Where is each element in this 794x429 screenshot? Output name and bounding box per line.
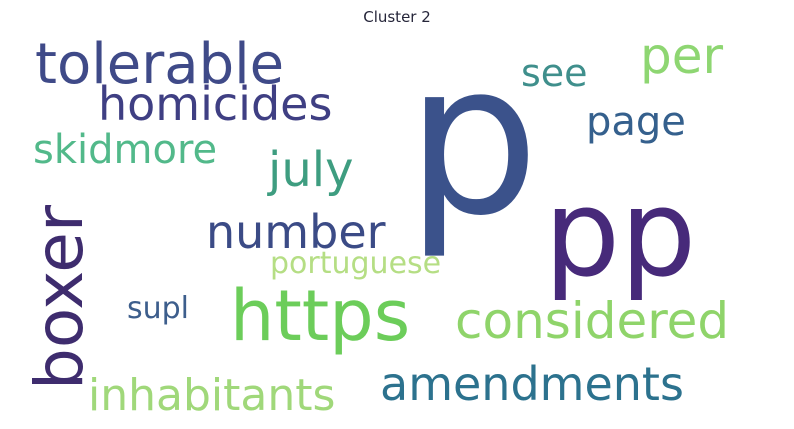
word-p: p: [406, 17, 539, 262]
word-homicides: homicides: [98, 77, 332, 131]
word-july: july: [267, 142, 354, 198]
word-tolerable: tolerable: [35, 32, 284, 97]
word-portuguese: portuguese: [270, 246, 441, 281]
word-number: number: [206, 205, 386, 259]
word-page: page: [586, 99, 686, 145]
word-see: see: [521, 51, 588, 95]
word-considered: considered: [455, 292, 729, 350]
word-skidmore: skidmore: [33, 127, 217, 173]
word-supl: supl: [127, 291, 189, 326]
word-pp: pp: [544, 165, 696, 304]
word-inhabitants: inhabitants: [88, 370, 335, 421]
word-per: per: [640, 27, 724, 85]
chart-title: Cluster 2: [363, 8, 431, 26]
word-boxer: boxer: [21, 204, 98, 390]
word-https: https: [230, 275, 410, 357]
word-amendments: amendments: [380, 357, 684, 411]
